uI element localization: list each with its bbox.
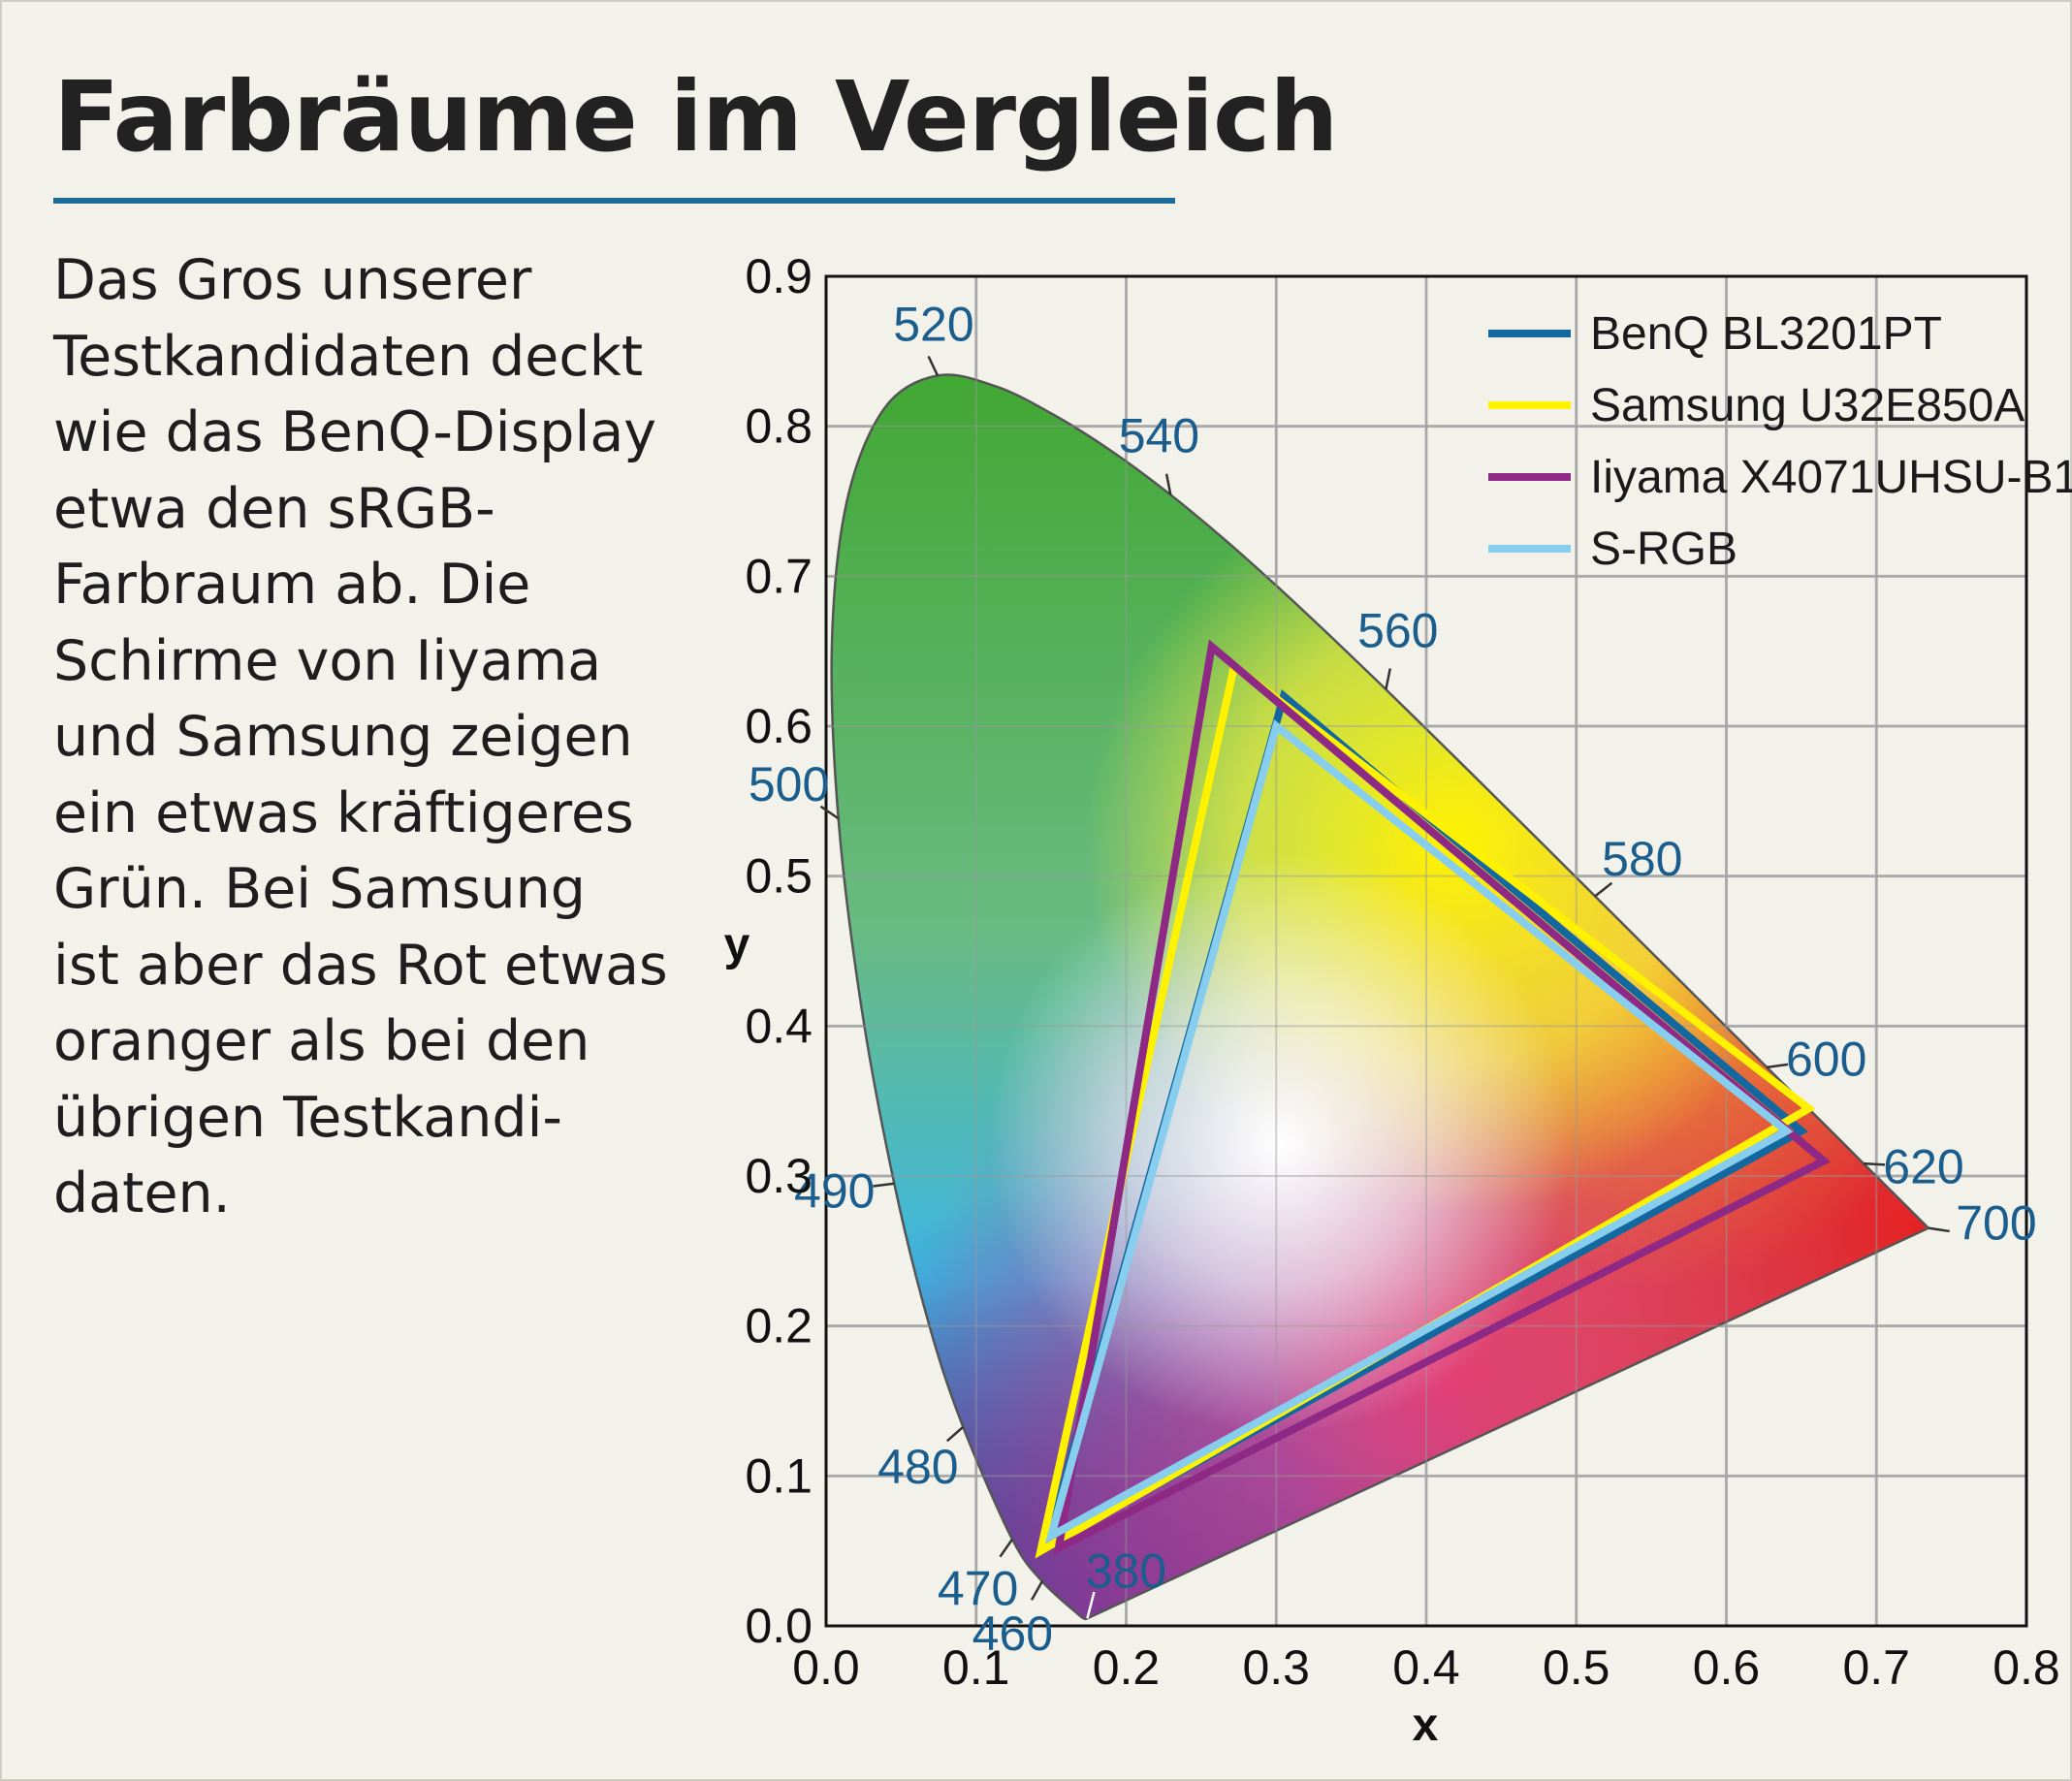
x-tick-label: 0.3 [1242, 1640, 1310, 1695]
wavelength-tick [945, 1425, 965, 1443]
description-line: Schirme von Iiyama [53, 628, 602, 693]
wavelength-tick [1767, 1063, 1789, 1069]
wavelength-label: 700 [1956, 1196, 2036, 1251]
wavelength-tick [1086, 1591, 1096, 1619]
description-line: Das Gros unserer [53, 248, 532, 312]
wavelength-label: 480 [877, 1440, 958, 1494]
x-tick-label: 0.1 [942, 1640, 1010, 1695]
y-tick-label: 0.5 [745, 849, 813, 904]
x-tick-label: 0.2 [1093, 1640, 1161, 1695]
wavelength-label: 520 [893, 297, 973, 351]
y-tick-label: 0.0 [745, 1599, 813, 1653]
plot-frame [824, 274, 2028, 1628]
wavelength-label: 470 [938, 1561, 1018, 1615]
wavelength-label: 500 [749, 757, 829, 811]
wavelength-tick [999, 1538, 1014, 1558]
gamut-triangle-3 [1044, 719, 1794, 1544]
x-tick-label: 0.5 [1543, 1640, 1610, 1695]
y-tick-label: 0.1 [745, 1448, 813, 1503]
wavelength-label: 560 [1357, 603, 1438, 657]
wavelength-tick [819, 805, 840, 820]
y-tick-label: 0.2 [745, 1299, 813, 1353]
spectral-locus-outline [830, 373, 1931, 1621]
description-line: etwa den sRGB- [53, 476, 495, 541]
page-title: Farbräume im Vergleich [53, 60, 1338, 174]
wavelength-tick [1385, 668, 1392, 690]
y-axis-label: y [724, 919, 750, 970]
y-tick-label: 0.3 [745, 1149, 813, 1203]
wavelength-tick [1928, 1226, 1950, 1233]
description-line: übrigen Testkandi- [53, 1085, 562, 1150]
wavelength-label: 540 [1119, 409, 1199, 463]
legend-entry: Iiyama X4071UHSU-B1 [1590, 452, 2072, 503]
description-line: Grün. Bei Samsung [53, 857, 586, 921]
description-line: oranger als bei den [53, 1009, 590, 1073]
x-axis-label: x [1413, 1700, 1439, 1751]
title-underline [53, 198, 1175, 204]
y-tick-label: 0.4 [745, 999, 813, 1053]
description-line: ein etwas kräftigeres [53, 780, 634, 845]
wavelength-tick [873, 1182, 895, 1188]
description-text: Das Gros unserer Testkandidaten deckt wie … [53, 242, 713, 1232]
gamut-triangle-2 [1053, 639, 1832, 1555]
wavelength-tick [927, 355, 940, 376]
wavelength-label: 460 [972, 1606, 1053, 1661]
x-tick-label: 0.6 [1693, 1640, 1761, 1695]
wavelength-tick [1864, 1161, 1886, 1166]
x-tick-label: 0.8 [1992, 1640, 2060, 1695]
description-line: wie das BenQ-Display [53, 400, 656, 464]
wavelength-tick [1030, 1580, 1043, 1601]
description-line: und Samsung zeigen [53, 705, 633, 769]
description-line: Testkandidaten deckt [53, 324, 644, 389]
x-tick-label: 0.7 [1842, 1640, 1910, 1695]
legend-entry: S-RGB [1590, 524, 1737, 575]
wavelength-tick [1594, 881, 1613, 898]
wavelength-label: 380 [1086, 1543, 1166, 1598]
y-tick-label: 0.6 [745, 699, 813, 753]
wavelength-tick [1164, 473, 1172, 495]
wavelength-label: 490 [794, 1164, 875, 1219]
y-tick-label: 0.8 [745, 399, 813, 454]
x-tick-label: 0.4 [1392, 1640, 1460, 1695]
legend-entry: Samsung U32E850A [1590, 380, 2024, 431]
legend-entry: BenQ BL3201PT [1590, 308, 1942, 360]
description-line: Farbraum ab. Die [53, 553, 531, 617]
wavelength-label: 600 [1786, 1032, 1866, 1086]
legend: BenQ BL3201PT Samsung U32E850A Iiyama X407… [1488, 308, 2072, 575]
description-line: ist aber das Rot etwas [53, 933, 668, 998]
x-tick-label: 0.0 [792, 1640, 860, 1695]
gamut-triangles [1035, 639, 1832, 1559]
description-line: daten. [53, 1161, 231, 1225]
wavelength-label: 620 [1883, 1140, 1963, 1194]
axis-ticks: 0.0 0.1 0.2 0.3 0.4 0.5 0.6 0.7 0.8 0.0 0.1 0.2 0.3 0… [745, 249, 2059, 1695]
wavelength-label: 580 [1602, 832, 1682, 886]
y-tick-label: 0.7 [745, 549, 813, 603]
y-tick-label: 0.9 [745, 249, 813, 303]
